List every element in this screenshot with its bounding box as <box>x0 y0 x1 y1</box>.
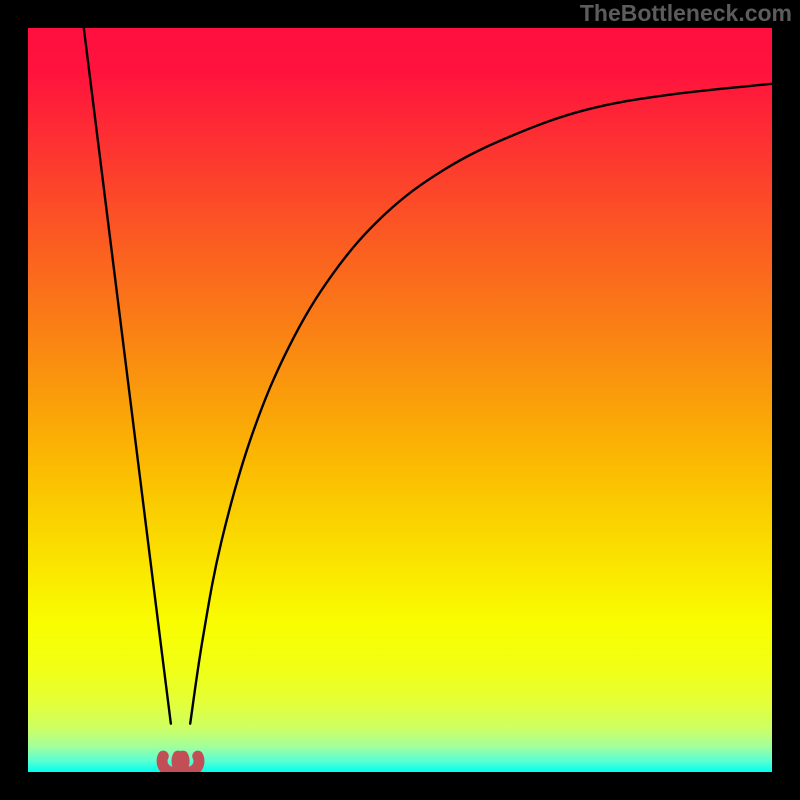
watermark-text: TheBottleneck.com <box>580 0 792 26</box>
chart-svg <box>0 0 800 800</box>
watermark-label: TheBottleneck.com <box>580 0 794 27</box>
chart-root: TheBottleneck.com <box>0 0 800 800</box>
gradient-background <box>28 28 772 772</box>
